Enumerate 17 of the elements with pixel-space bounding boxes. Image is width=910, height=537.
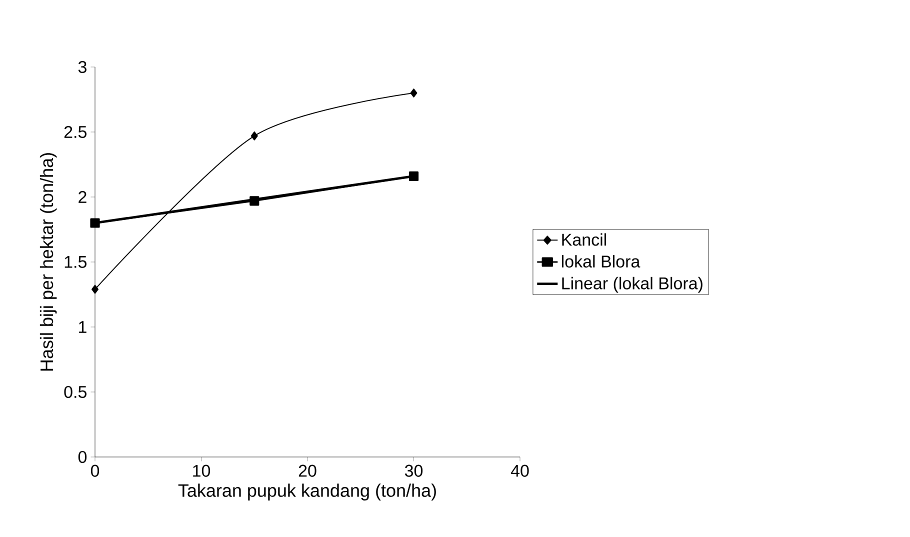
legend-label: Kancil bbox=[562, 233, 606, 246]
y-tick-label: 3 bbox=[78, 60, 86, 74]
x-tick-label: 10 bbox=[193, 464, 210, 477]
x-tick-label: 0 bbox=[90, 464, 100, 477]
x-tick-label: 40 bbox=[510, 464, 529, 477]
y-tick-label: 0.5 bbox=[64, 386, 86, 398]
y-tick-label: 1 bbox=[79, 321, 86, 333]
y-tick-label: 1.5 bbox=[64, 256, 86, 268]
x-tick-label: 30 bbox=[404, 464, 423, 477]
y-tick-label: 0 bbox=[78, 450, 87, 464]
y-tick-label: 2 bbox=[78, 191, 86, 203]
legend-label: lokal Blora bbox=[562, 255, 640, 268]
legend-label: Linear (lokal Blora) bbox=[562, 276, 702, 293]
x-tick-label: 20 bbox=[298, 464, 316, 477]
y-tick-label: 2.5 bbox=[64, 126, 86, 138]
x-axis-title: Takaran pupuk kandang (ton/ha) bbox=[178, 484, 436, 500]
y-axis-title: Hasil biji per hektar (ton/ha) bbox=[40, 153, 57, 371]
